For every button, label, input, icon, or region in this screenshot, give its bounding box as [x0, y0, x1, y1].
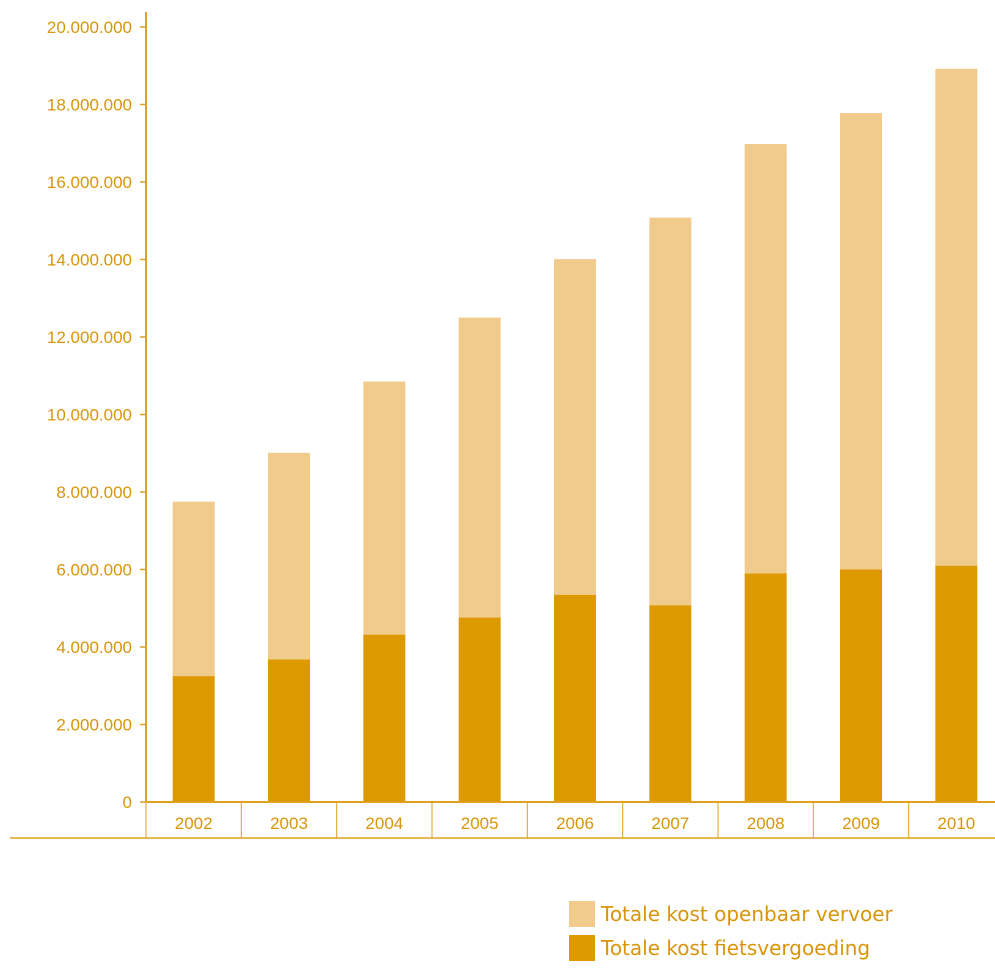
y-tick-label: 14.000.000 [47, 251, 132, 270]
bar-openbaar-vervoer-2009 [840, 113, 882, 570]
y-tick-label: 0 [123, 793, 132, 812]
x-tick-label: 2010 [937, 814, 975, 833]
y-tick-label: 2.000.000 [56, 716, 132, 735]
bars [172, 68, 978, 802]
bar-fietsvergoeding-2006 [554, 594, 596, 802]
y-tick-label: 16.000.000 [47, 173, 132, 192]
bar-fietsvergoeding-2007 [649, 605, 692, 802]
y-tick-label: 12.000.000 [47, 328, 132, 347]
bar-fietsvergoeding-2002 [172, 676, 215, 802]
x-tick-label: 2008 [747, 814, 785, 833]
legend: Totale kost openbaar vervoer Totale kost… [569, 900, 893, 968]
bar-openbaar-vervoer-2002 [172, 501, 215, 677]
stacked-bar-chart: 0 2.000.000 4.000.000 6.000.000 8.000.000 10.… [10, 12, 995, 839]
bar-openbaar-vervoer-2008 [744, 144, 787, 574]
bar-fietsvergoeding-2004 [363, 634, 406, 802]
y-tick-label: 20.000.000 [47, 18, 132, 37]
bar-fietsvergoeding-2005 [458, 617, 501, 802]
x-tick-label: 2002 [175, 814, 213, 833]
bar-fietsvergoeding-2010 [935, 565, 978, 802]
bar-openbaar-vervoer-2004 [363, 381, 406, 635]
x-tick-label: 2009 [842, 814, 880, 833]
y-tick-label: 18.000.000 [47, 96, 132, 115]
x-tick-label: 2006 [556, 814, 594, 833]
x-tick-label: 2004 [365, 814, 403, 833]
bar-openbaar-vervoer-2005 [458, 317, 501, 618]
x-tick-label: 2007 [651, 814, 689, 833]
y-tick-label: 10.000.000 [47, 406, 132, 425]
legend-label-fietsvergoeding: Totale kost fietsvergoeding [601, 936, 871, 960]
x-axis: 2002 2003 2004 2005 2006 2007 2008 2009 2010 [10, 801, 995, 839]
legend-item-openbaar-vervoer: Totale kost openbaar vervoer [569, 900, 893, 928]
legend-swatch-fietsvergoeding [569, 935, 595, 961]
bar-fietsvergoeding-2008 [744, 573, 787, 802]
bar-openbaar-vervoer-2003 [268, 452, 310, 660]
bar-fietsvergoeding-2003 [268, 659, 310, 802]
x-tick-label: 2003 [270, 814, 308, 833]
legend-swatch-openbaar-vervoer [569, 901, 595, 927]
y-tick-label: 8.000.000 [56, 483, 132, 502]
legend-item-fietsvergoeding: Totale kost fietsvergoeding [569, 934, 893, 962]
y-axis: 0 2.000.000 4.000.000 6.000.000 8.000.000 10.… [47, 12, 147, 812]
y-tick-label: 4.000.000 [56, 638, 132, 657]
x-tick-label: 2005 [461, 814, 499, 833]
bar-openbaar-vervoer-2006 [554, 259, 596, 595]
bar-openbaar-vervoer-2007 [649, 217, 692, 606]
bar-openbaar-vervoer-2010 [935, 68, 978, 566]
legend-label-openbaar-vervoer: Totale kost openbaar vervoer [601, 902, 893, 926]
bar-fietsvergoeding-2009 [840, 569, 882, 802]
y-tick-label: 6.000.000 [56, 561, 132, 580]
